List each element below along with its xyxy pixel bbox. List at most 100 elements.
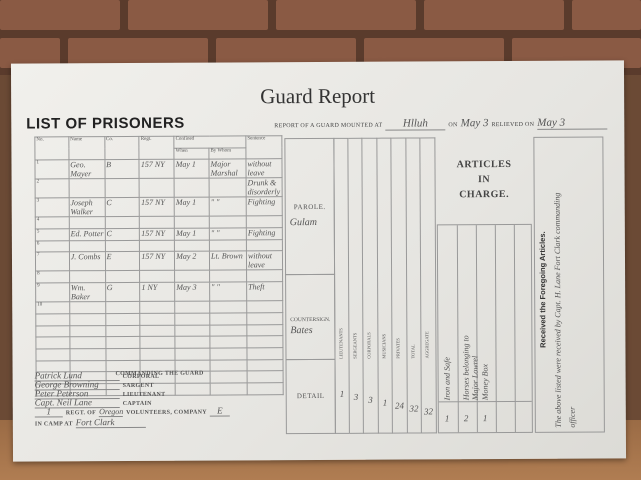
cell-co: [105, 240, 140, 253]
cell-regt: 1 NY: [140, 282, 175, 302]
cell-by: " ": [209, 282, 247, 302]
cell-co: [105, 270, 141, 283]
detail-column: Musicians 1: [376, 137, 393, 434]
cell-co: B: [104, 159, 140, 179]
mounted-at: Hlluh: [385, 117, 446, 131]
received-label: Received the Foregoing Articles.: [537, 231, 548, 348]
cell-sentence: Fighting: [246, 197, 283, 217]
cell-when: [175, 324, 210, 337]
cell-regt: [139, 216, 175, 229]
camp-line: IN CAMP AT Fort Clark: [34, 416, 146, 429]
col-no: No.: [34, 136, 69, 161]
cell-name: Joseph Walker: [68, 197, 105, 218]
detail-box: DETAIL: [285, 358, 336, 435]
col-regt: Regt.: [139, 136, 175, 160]
detail-column: Sergeants 3: [347, 137, 364, 434]
volunteers-value: Oregon: [99, 407, 124, 418]
cell-co: C: [104, 197, 140, 217]
article-name: Iron and Safe: [442, 357, 452, 401]
cell-no: [35, 325, 70, 338]
detail-column-value: 32: [424, 406, 434, 417]
detail-column-label: Musicians: [380, 333, 387, 359]
cell-co: [105, 336, 141, 349]
cell-by: [209, 301, 247, 313]
cell-when: May 2: [174, 251, 210, 271]
cell-co: E: [105, 251, 140, 272]
cell-no: 8: [35, 271, 70, 284]
cell-name: J. Combs: [69, 252, 106, 272]
cell-no: 5: [35, 228, 70, 241]
col-when: When: [174, 147, 209, 160]
cell-by: [209, 178, 247, 198]
cell-regt: [140, 313, 176, 325]
detail-column-value: 3: [368, 394, 373, 405]
officer-rank: LIEUTENANT: [122, 391, 166, 399]
detail-column-value: 3: [353, 391, 359, 402]
list-heading: LIST OF PRISONERS: [26, 114, 185, 133]
cell-co: [105, 324, 141, 337]
officer-list: Patrick Lund CORPORAL George Browning SARGE…: [34, 369, 295, 409]
cell-no: 3: [35, 198, 70, 218]
detail-columns: Lieutenants 1 Sergeants 3 Corporals 3 Musician…: [333, 137, 437, 434]
mounted-label: Report of a Guard Mounted at: [274, 122, 383, 130]
table-row: 3 Joseph Walker C 157 NY May 1 " " Fighting: [35, 197, 283, 218]
volunteers-label: VOLUNTEERS, COMPANY: [126, 409, 207, 417]
cell-co: [104, 178, 140, 198]
cell-name: [69, 336, 106, 349]
cell-by: [209, 239, 247, 252]
cell-by: Major Marshal: [208, 159, 247, 179]
detail-column: Privates 24: [391, 137, 408, 434]
cell-when: May 3: [174, 282, 210, 302]
cell-co: [104, 216, 140, 229]
cell-by: [209, 324, 247, 337]
cell-by: " ": [209, 227, 247, 240]
table-row: 7 J. Combs E 157 NY May 2 Lt. Brown without le…: [35, 251, 283, 272]
document-title: Guard Report: [260, 83, 376, 109]
cell-when: May 1: [174, 159, 210, 179]
detail-column-label: Lieutenants: [338, 328, 344, 359]
countersign-value: Bates: [290, 325, 313, 337]
cell-sentence: Theft: [246, 281, 283, 302]
detail-column-label: Total: [409, 344, 416, 359]
cell-when: [174, 301, 210, 314]
detail-column-value: 32: [409, 403, 419, 414]
received-box: Received the Foregoing Articles. The abo…: [533, 136, 605, 433]
cell-by: [209, 347, 247, 360]
mount-line: Report of a Guard Mounted at Hlluh on Ma…: [274, 116, 614, 131]
detail-column-label: Sergeants: [351, 332, 358, 359]
cell-regt: [139, 240, 175, 252]
detail-column: Corporals 3: [362, 137, 379, 434]
cell-name: [69, 216, 105, 229]
camp-label: IN CAMP AT: [34, 421, 73, 428]
article-qty: 1: [482, 413, 488, 424]
cell-regt: [140, 324, 176, 337]
cell-by: [209, 270, 247, 283]
cell-regt: [139, 178, 175, 198]
cell-regt: [139, 270, 175, 283]
relieved-label: Relieved on: [491, 121, 535, 129]
col-sentence: Sentence: [245, 135, 282, 160]
cell-sentence: Fighting: [246, 227, 283, 240]
cell-no: 6: [35, 240, 70, 253]
detail-label: DETAIL: [296, 391, 325, 401]
on-date: May 3: [460, 117, 489, 130]
parole-label: PAROLE.: [293, 202, 326, 212]
cell-no: 9: [35, 282, 70, 303]
detail-column-label: Aggregate: [424, 331, 430, 359]
article-name: Money Box: [480, 363, 490, 401]
cell-by: Lt. Brown: [209, 251, 247, 271]
cell-name: Wm. Baker: [69, 282, 106, 302]
cell-when: May 1: [174, 197, 210, 217]
cell-no: [35, 336, 70, 349]
detail-column: Total 32: [405, 137, 422, 434]
detail-column-value: 1: [339, 388, 345, 399]
prisoner-table: No. Name Co. Regt. Confined Sentence Whe…: [34, 135, 284, 396]
cell-name: [69, 313, 106, 326]
cell-regt: [140, 336, 176, 349]
company-value: E: [209, 405, 230, 417]
detail-column-label: Privates: [395, 338, 401, 359]
cell-co: [105, 348, 141, 361]
cell-sentence: Drunk & disorderly: [246, 178, 283, 198]
cell-by: [209, 312, 247, 325]
articles-heading: ARTICLES IN CHARGE.: [436, 157, 531, 202]
